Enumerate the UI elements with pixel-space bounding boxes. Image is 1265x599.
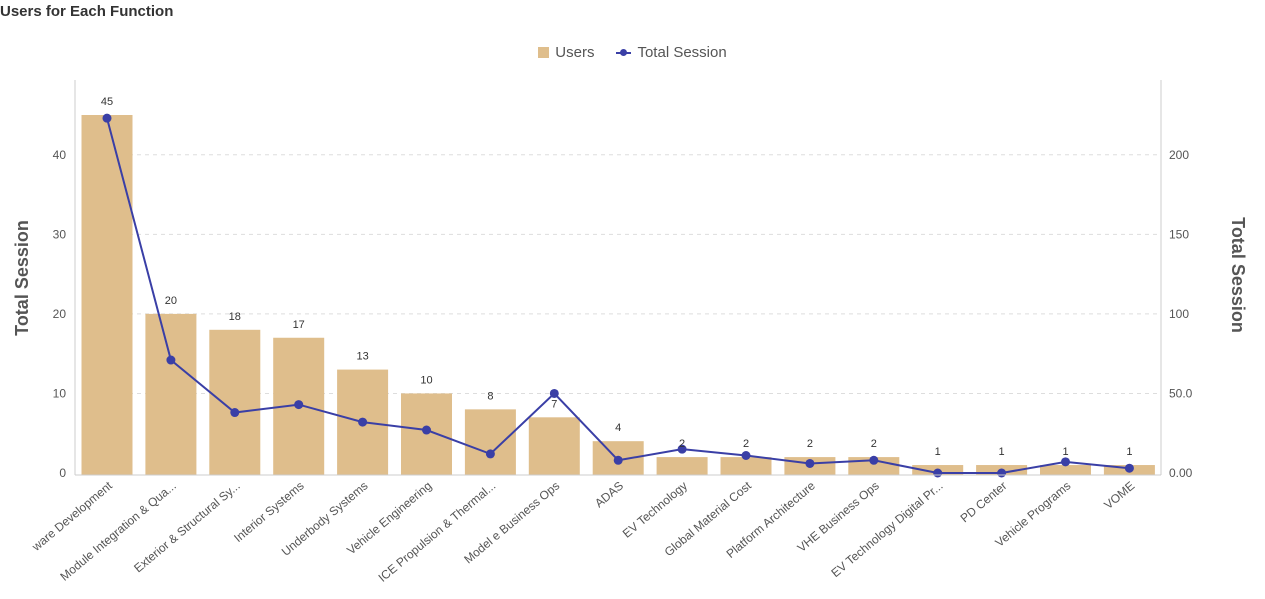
- data-label: 4: [615, 422, 621, 434]
- bar-global-material-cost[interactable]: [720, 457, 772, 475]
- total-session-point[interactable]: [677, 444, 687, 454]
- grid-lines: [105, 154, 1161, 394]
- x-tick-label: EV Technology Digital Pr...: [828, 479, 945, 580]
- data-label: 2: [871, 438, 877, 450]
- total-session-point[interactable]: [422, 425, 431, 435]
- data-label: 10: [420, 374, 432, 386]
- data-label: 1: [1062, 446, 1068, 458]
- y-tick-label-right: 100: [1169, 307, 1189, 321]
- x-tick-label: EV Technology: [620, 479, 690, 541]
- total-session-point[interactable]: [549, 388, 559, 398]
- legend-swatch-total-session: [616, 47, 632, 58]
- data-label: 2: [743, 438, 749, 450]
- y-axis-label-right: Total Session: [1228, 217, 1248, 333]
- x-tick-label: Exterior & Structural Sy...: [131, 479, 243, 576]
- legend: Users Total Session: [0, 44, 1265, 61]
- data-label: 17: [293, 319, 305, 331]
- data-label: 1: [935, 446, 941, 458]
- total-session-point[interactable]: [1061, 457, 1070, 467]
- legend-item-users[interactable]: Users: [538, 44, 594, 61]
- data-label: 7: [551, 398, 557, 410]
- line-series: [102, 113, 1134, 478]
- y-tick-label-right: 50.0: [1169, 386, 1193, 400]
- data-label: 13: [356, 351, 368, 363]
- y-tick-label-left: 20: [53, 307, 67, 321]
- y-tick-label-right: 150: [1169, 227, 1189, 241]
- total-session-point[interactable]: [102, 113, 112, 123]
- data-label: 20: [165, 295, 177, 307]
- total-session-point[interactable]: [1124, 463, 1134, 473]
- total-session-point[interactable]: [805, 458, 815, 468]
- bar-exterior-structural-sy[interactable]: [209, 329, 261, 475]
- total-session-point[interactable]: [358, 417, 368, 427]
- x-tick-label: ICE Propulsion & Thermal...: [376, 479, 499, 585]
- legend-swatch-users: [538, 47, 550, 58]
- x-tick-label: Module Integration & Qua...: [57, 479, 178, 584]
- y-tick-label-left: 30: [53, 227, 67, 241]
- total-session-point[interactable]: [613, 455, 623, 465]
- data-label: 2: [679, 438, 685, 450]
- bar-vehicle-programs[interactable]: [1040, 465, 1091, 475]
- bar-series: [81, 115, 1155, 475]
- y-tick-label-left: 0: [59, 466, 66, 480]
- total-session-point[interactable]: [933, 468, 943, 478]
- data-label: 8: [487, 390, 493, 402]
- total-session-point[interactable]: [741, 450, 751, 460]
- bar-ice-propulsion-thermal[interactable]: [464, 409, 516, 475]
- data-label: 18: [229, 311, 241, 323]
- legend-label-total-session: Total Session: [637, 44, 727, 61]
- y-axis-label-left: Total Session: [12, 220, 32, 336]
- y-tick-label-left: 10: [53, 386, 67, 400]
- data-label: 45: [101, 96, 113, 108]
- x-tick-label: PD Center: [958, 479, 1010, 526]
- total-session-point[interactable]: [997, 468, 1007, 478]
- y-tick-label-left: 40: [53, 148, 67, 162]
- total-session-point[interactable]: [166, 355, 176, 365]
- y-tick-label-right: 0.00: [1169, 466, 1193, 480]
- total-session-line: [106, 117, 1130, 474]
- data-label: 2: [807, 438, 813, 450]
- data-labels: 45 20 18 17 13 10 8 7 4 2 2 2 2 1 1 1 1: [101, 96, 1133, 458]
- bar-model-e-business-ops[interactable]: [528, 417, 580, 475]
- data-label: 1: [1126, 446, 1132, 458]
- bar-ev-technology[interactable]: [656, 457, 708, 475]
- data-label: 1: [999, 446, 1005, 458]
- x-tick-label: VOME: [1101, 479, 1137, 512]
- legend-item-total-session[interactable]: Total Session: [616, 44, 727, 61]
- chart-title: Users for Each Function: [0, 3, 174, 20]
- total-session-point[interactable]: [230, 408, 240, 418]
- x-tick-label: ADAS: [592, 479, 626, 511]
- total-session-point[interactable]: [294, 400, 304, 410]
- legend-label-users: Users: [555, 44, 595, 61]
- bar-ware-development[interactable]: [81, 115, 133, 475]
- total-session-point[interactable]: [485, 449, 495, 459]
- total-session-point[interactable]: [869, 455, 879, 465]
- y-tick-label-right: 200: [1169, 148, 1189, 162]
- bar-module-integration-qua[interactable]: [145, 313, 197, 475]
